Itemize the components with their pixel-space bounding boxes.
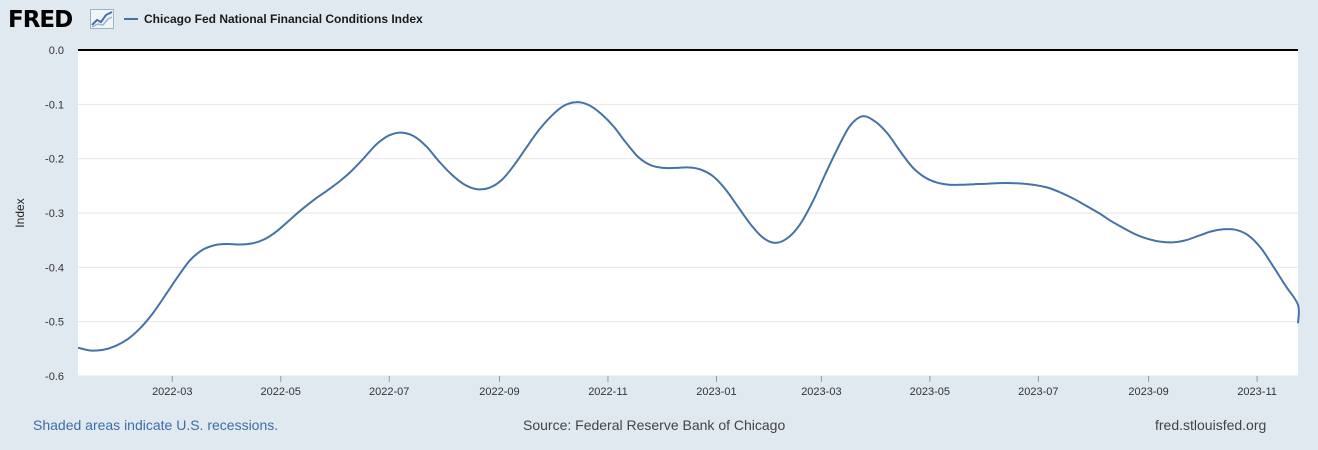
x-axis-ticks: 2022-03 2022-05 2022-07 2022-09 2022-11 2023-… bbox=[152, 376, 1277, 398]
x-tick-label: 2023-03 bbox=[801, 386, 841, 398]
x-tick-label: 2022-09 bbox=[479, 386, 519, 398]
x-tick-label: 2022-07 bbox=[369, 386, 409, 398]
y-axis-label: Index bbox=[13, 198, 27, 227]
x-tick-label: 2022-11 bbox=[588, 386, 628, 398]
x-tick-label: 2023-09 bbox=[1128, 386, 1168, 398]
x-tick-label: 2023-05 bbox=[910, 386, 950, 398]
series-line[interactable] bbox=[77, 101, 1300, 352]
x-tick-label: 2023-01 bbox=[696, 386, 736, 398]
y-tick-label: -0.5 bbox=[45, 317, 64, 329]
fred-logo[interactable]: FRED bbox=[8, 7, 73, 33]
legend-series-label: Chicago Fed National Financial Condition… bbox=[144, 12, 423, 26]
y-axis-ticks: 0.0 -0.1 -0.2 -0.3 -0.4 -0.5 -0.6 bbox=[45, 45, 64, 383]
y-tick-label: 0.0 bbox=[49, 45, 64, 57]
gridlines bbox=[78, 49, 1298, 377]
y-tick-label: -0.2 bbox=[45, 154, 64, 166]
line-chart-icon bbox=[90, 9, 114, 29]
y-tick-label: -0.4 bbox=[45, 262, 64, 274]
chart-header: FRED Chicago Fed National Financial Cond… bbox=[0, 0, 1318, 40]
y-tick-label: -0.3 bbox=[45, 208, 64, 220]
x-tick-label: 2022-03 bbox=[152, 386, 192, 398]
site-link[interactable]: fred.stlouisfed.org bbox=[1155, 417, 1267, 433]
y-tick-label: -0.6 bbox=[45, 371, 64, 383]
y-tick-label: -0.1 bbox=[45, 99, 64, 111]
x-tick-label: 2022-05 bbox=[261, 386, 301, 398]
source-note: Source: Federal Reserve Bank of Chicago bbox=[523, 417, 786, 433]
legend-series-swatch bbox=[124, 18, 138, 20]
x-tick-label: 2023-07 bbox=[1018, 386, 1058, 398]
recessions-note[interactable]: Shaded areas indicate U.S. recessions. bbox=[33, 417, 279, 433]
line-chart[interactable]: 0.0-0.1-0.2-0.3-0.4-0.5-0.6 2022-03 2022-… bbox=[0, 0, 1318, 400]
x-tick-label: 2023-11 bbox=[1237, 386, 1277, 398]
